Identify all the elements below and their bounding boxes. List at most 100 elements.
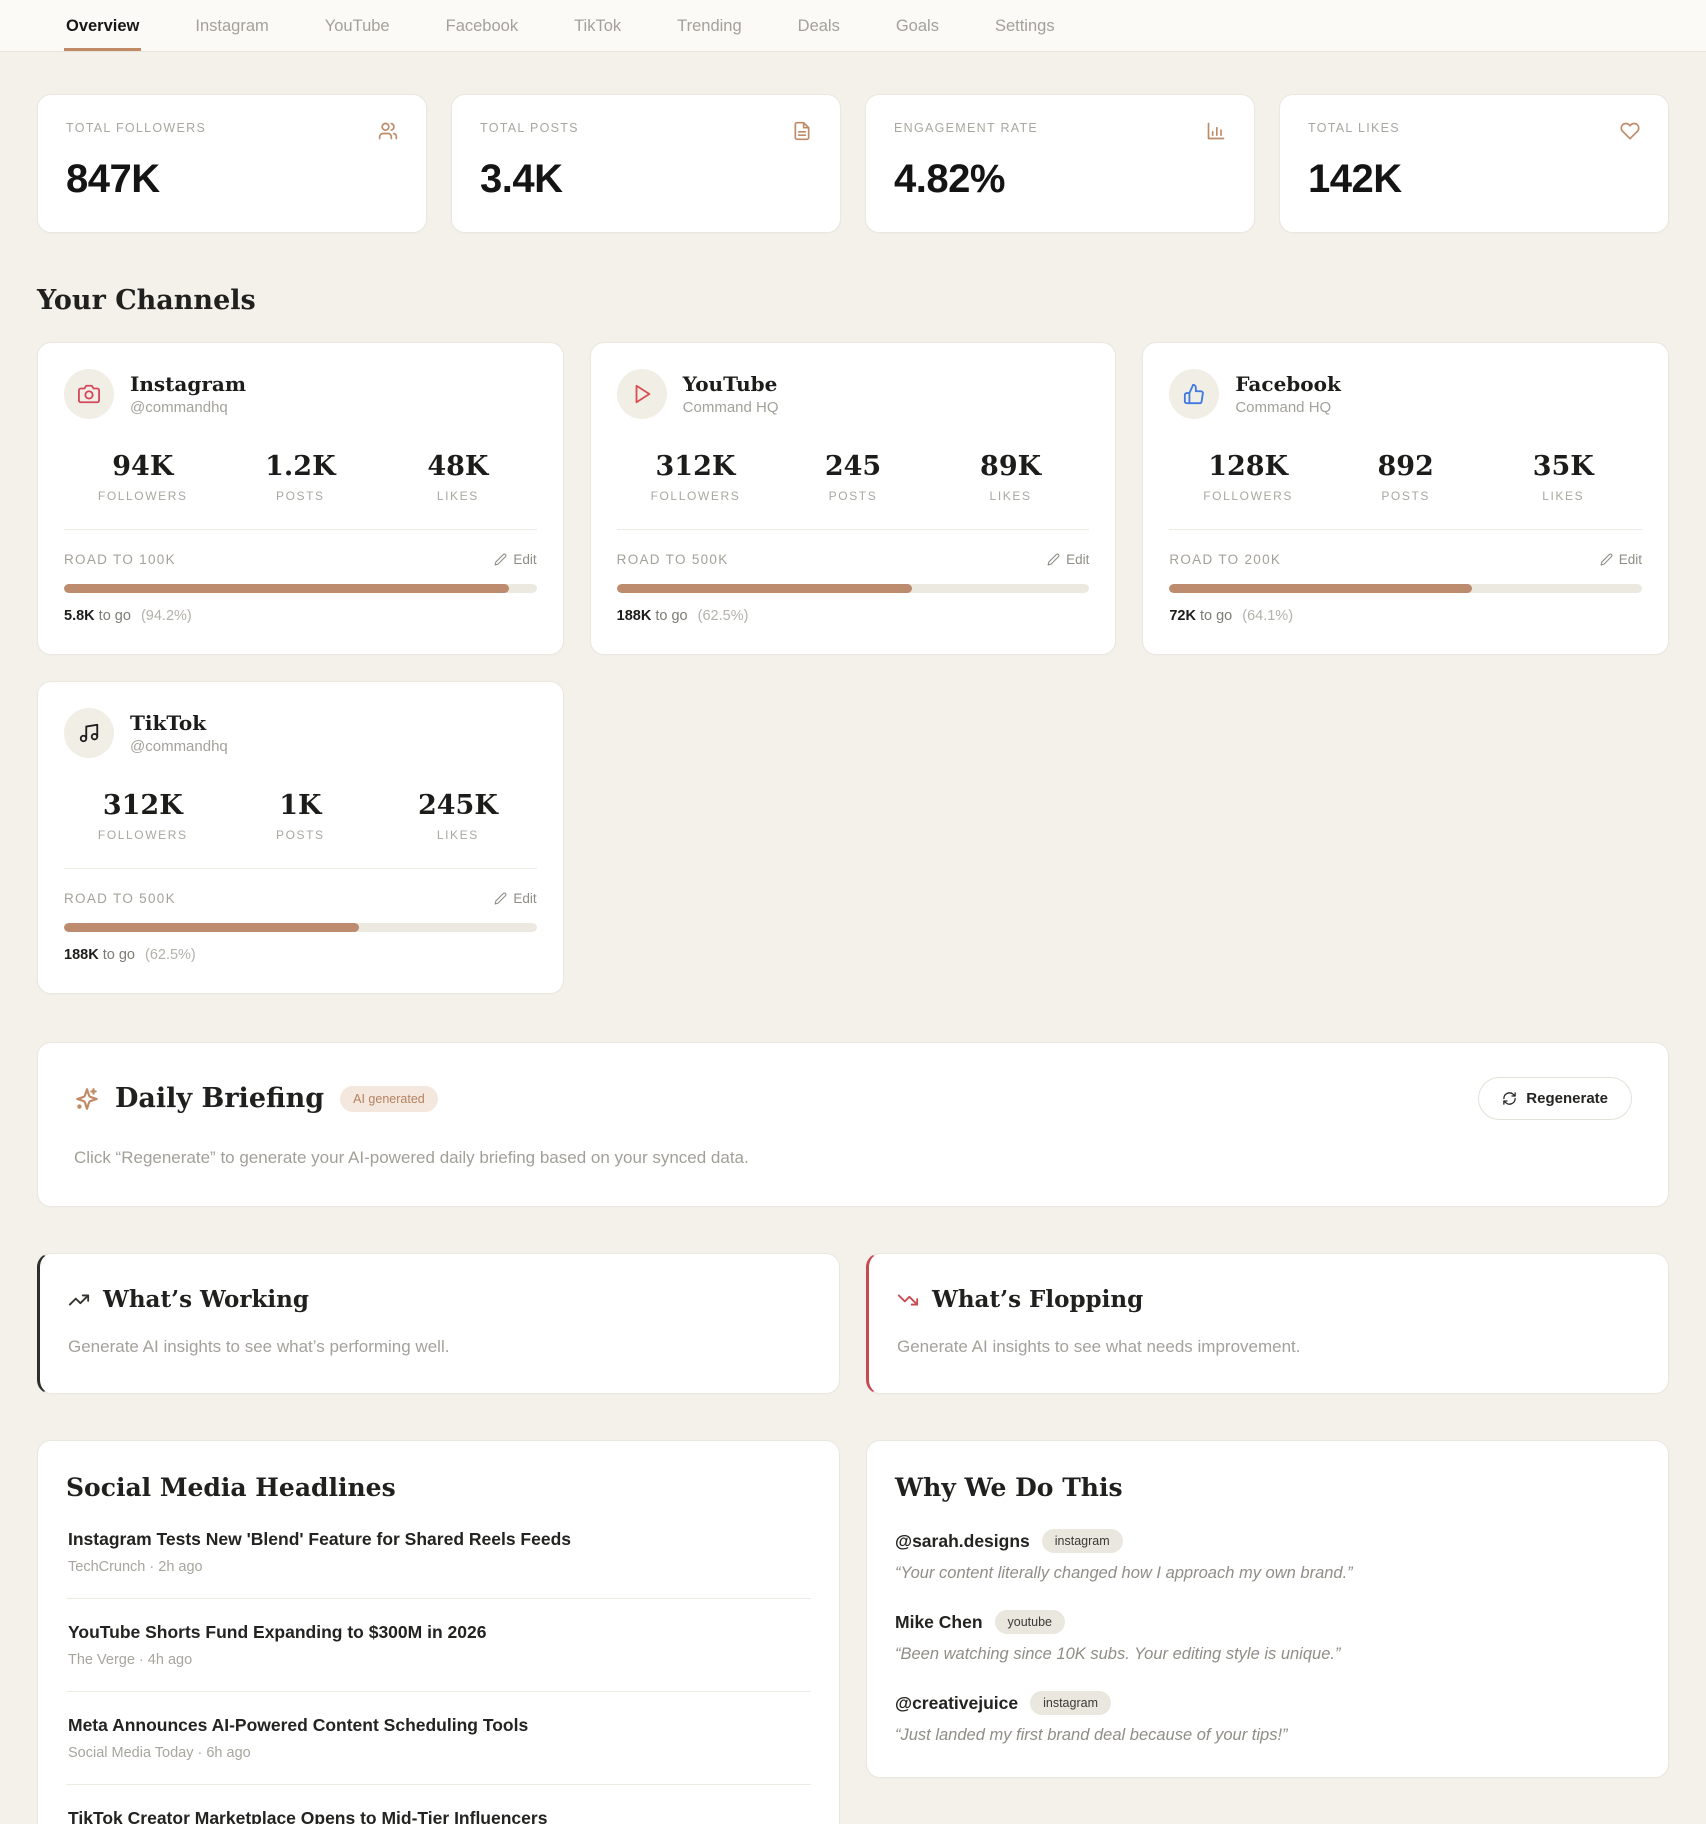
likes-label: LIKES <box>989 489 1032 503</box>
followers-value: 312K <box>102 790 183 821</box>
channel-avatar <box>1169 369 1220 419</box>
goal-progress-fill <box>64 584 510 593</box>
stat-label: ENGAGEMENT RATE <box>894 121 1039 135</box>
testimonial-item: @sarah.designs instagram “Your content l… <box>895 1529 1640 1583</box>
posts-label: POSTS <box>828 489 878 503</box>
goal-progress-fill <box>64 923 360 932</box>
tab-overview[interactable]: Overview <box>64 0 142 51</box>
edit-goal-button[interactable]: Edit <box>494 891 537 906</box>
headline-item[interactable]: Meta Announces AI-Powered Content Schedu… <box>66 1692 811 1785</box>
regenerate-label: Regenerate <box>1526 1090 1608 1107</box>
tab-instagram[interactable]: Instagram <box>195 17 269 35</box>
channel-name: TikTok <box>130 711 207 735</box>
likes-value: 89K <box>980 451 1042 482</box>
remaining-pct: (62.5%) <box>144 947 196 963</box>
likes-value: 48K <box>427 451 489 482</box>
pencil-icon <box>494 553 507 566</box>
pencil-icon <box>1600 553 1613 566</box>
tab-deals[interactable]: Deals <box>797 17 840 35</box>
remaining-value: 188K <box>616 608 652 624</box>
remaining-pct: (62.5%) <box>697 608 749 624</box>
tab-settings[interactable]: Settings <box>994 17 1055 35</box>
remaining-pct: (64.1%) <box>1242 608 1294 624</box>
posts-value: 1K <box>279 790 322 821</box>
goal-progress-bar <box>64 584 537 593</box>
posts-value: 245 <box>824 451 882 482</box>
briefing-description: Click “Regenerate” to generate your AI-p… <box>74 1148 749 1167</box>
stat-value: 847K <box>66 157 160 201</box>
followers-label: FOLLOWERS <box>650 489 741 503</box>
posts-label: POSTS <box>1381 489 1431 503</box>
testimonial-quote: “Your content literally changed how I ap… <box>895 1564 1353 1582</box>
tab-goals[interactable]: Goals <box>895 17 939 35</box>
music-note-icon <box>78 722 100 744</box>
testimonial-quote: “Been watching since 10K subs. Your edit… <box>895 1645 1341 1663</box>
channel-card-youtube: YouTube Command HQ 312K FOLLOWERS 245 POST… <box>589 342 1117 655</box>
regenerate-button[interactable]: Regenerate <box>1478 1077 1632 1120</box>
posts-label: POSTS <box>275 489 325 503</box>
goal-progress-bar <box>1169 584 1642 593</box>
pencil-icon <box>494 892 507 905</box>
remaining-suffix: to go <box>98 608 131 624</box>
likes-label: LIKES <box>436 828 479 842</box>
channel-card-tiktok: TikTok @commandhq 312K FOLLOWERS 1K POSTS … <box>37 681 564 994</box>
goal-remaining: 5.8K to go (94.2%) <box>64 608 537 624</box>
followers-label: FOLLOWERS <box>1203 489 1293 503</box>
followers-value: 94K <box>112 451 174 482</box>
tab-youtube[interactable]: YouTube <box>324 17 390 35</box>
followers-label: FOLLOWERS <box>97 489 188 503</box>
whats-working-description: Generate AI insights to see what’s perfo… <box>68 1337 450 1356</box>
stat-label: TOTAL POSTS <box>480 121 579 135</box>
remaining-suffix: to go <box>1199 608 1233 624</box>
followers-value: 128K <box>1208 451 1289 482</box>
edit-label: Edit <box>513 552 537 567</box>
likes-value: 35K <box>1532 451 1594 482</box>
ai-generated-badge: AI generated <box>340 1085 438 1112</box>
testimonials-title: Why We Do This <box>895 1473 1123 1502</box>
goal-remaining: 188K to go (62.5%) <box>617 608 1090 624</box>
tab-tiktok[interactable]: TikTok <box>574 17 622 35</box>
edit-goal-button[interactable]: Edit <box>494 552 537 567</box>
sparkles-icon <box>74 1086 100 1112</box>
daily-briefing-card: Daily Briefing AI generated Regenerate C… <box>37 1042 1669 1207</box>
document-icon <box>792 121 812 141</box>
users-icon <box>378 121 398 141</box>
goal-remaining: 188K to go (62.5%) <box>64 947 537 963</box>
platform-badge: instagram <box>1030 1691 1111 1715</box>
stat-value: 4.82% <box>894 157 1005 201</box>
testimonial-name: Mike Chen <box>895 1611 983 1632</box>
followers-label: FOLLOWERS <box>97 828 188 842</box>
pencil-icon <box>1047 553 1060 566</box>
tab-facebook[interactable]: Facebook <box>445 17 519 35</box>
edit-goal-button[interactable]: Edit <box>1047 552 1089 567</box>
remaining-value: 72K <box>1169 608 1196 624</box>
headline-title: Meta Announces AI-Powered Content Schedu… <box>68 1715 529 1735</box>
channel-card-facebook: Facebook Command HQ 128K FOLLOWERS 892 POS… <box>1142 342 1669 655</box>
goal-progress-bar <box>616 584 1090 593</box>
headline-item[interactable]: TikTok Creator Marketplace Opens to Mid-… <box>66 1785 811 1824</box>
whats-working-card[interactable]: What’s Working Generate AI insights to s… <box>37 1253 840 1394</box>
stat-value: 142K <box>1308 157 1402 201</box>
tab-trending[interactable]: Trending <box>677 17 742 35</box>
stat-card-total-followers: TOTAL FOLLOWERS 847K <box>37 94 427 233</box>
headline-item[interactable]: Instagram Tests New 'Blend' Feature for … <box>66 1502 811 1599</box>
channels-section-title: Your Channels <box>37 285 256 316</box>
headline-item[interactable]: YouTube Shorts Fund Expanding to $300M i… <box>66 1599 811 1692</box>
whats-flopping-card[interactable]: What’s Flopping Generate AI insights to … <box>866 1253 1669 1394</box>
likes-label: LIKES <box>1542 489 1585 503</box>
whats-working-title: What’s Working <box>103 1286 309 1313</box>
channel-card-instagram: Instagram @commandhq 94K FOLLOWERS 1.2K PO… <box>37 342 564 655</box>
testimonial-item: @creativejuice instagram “Just landed my… <box>895 1691 1640 1745</box>
headline-meta: TechCrunch · 2h ago <box>68 1559 203 1575</box>
remaining-suffix: to go <box>655 608 688 624</box>
platform-badge: instagram <box>1041 1529 1123 1553</box>
whats-flopping-title: What’s Flopping <box>932 1286 1144 1313</box>
camera-icon <box>78 383 100 405</box>
heart-icon <box>1620 121 1640 141</box>
likes-value: 245K <box>417 790 498 821</box>
remaining-pct: (94.2%) <box>140 608 192 624</box>
stat-card-engagement-rate: ENGAGEMENT RATE 4.82% <box>865 94 1255 233</box>
insights-row: What’s Working Generate AI insights to s… <box>37 1253 1669 1394</box>
edit-label: Edit <box>1618 552 1642 567</box>
edit-goal-button[interactable]: Edit <box>1600 552 1642 567</box>
